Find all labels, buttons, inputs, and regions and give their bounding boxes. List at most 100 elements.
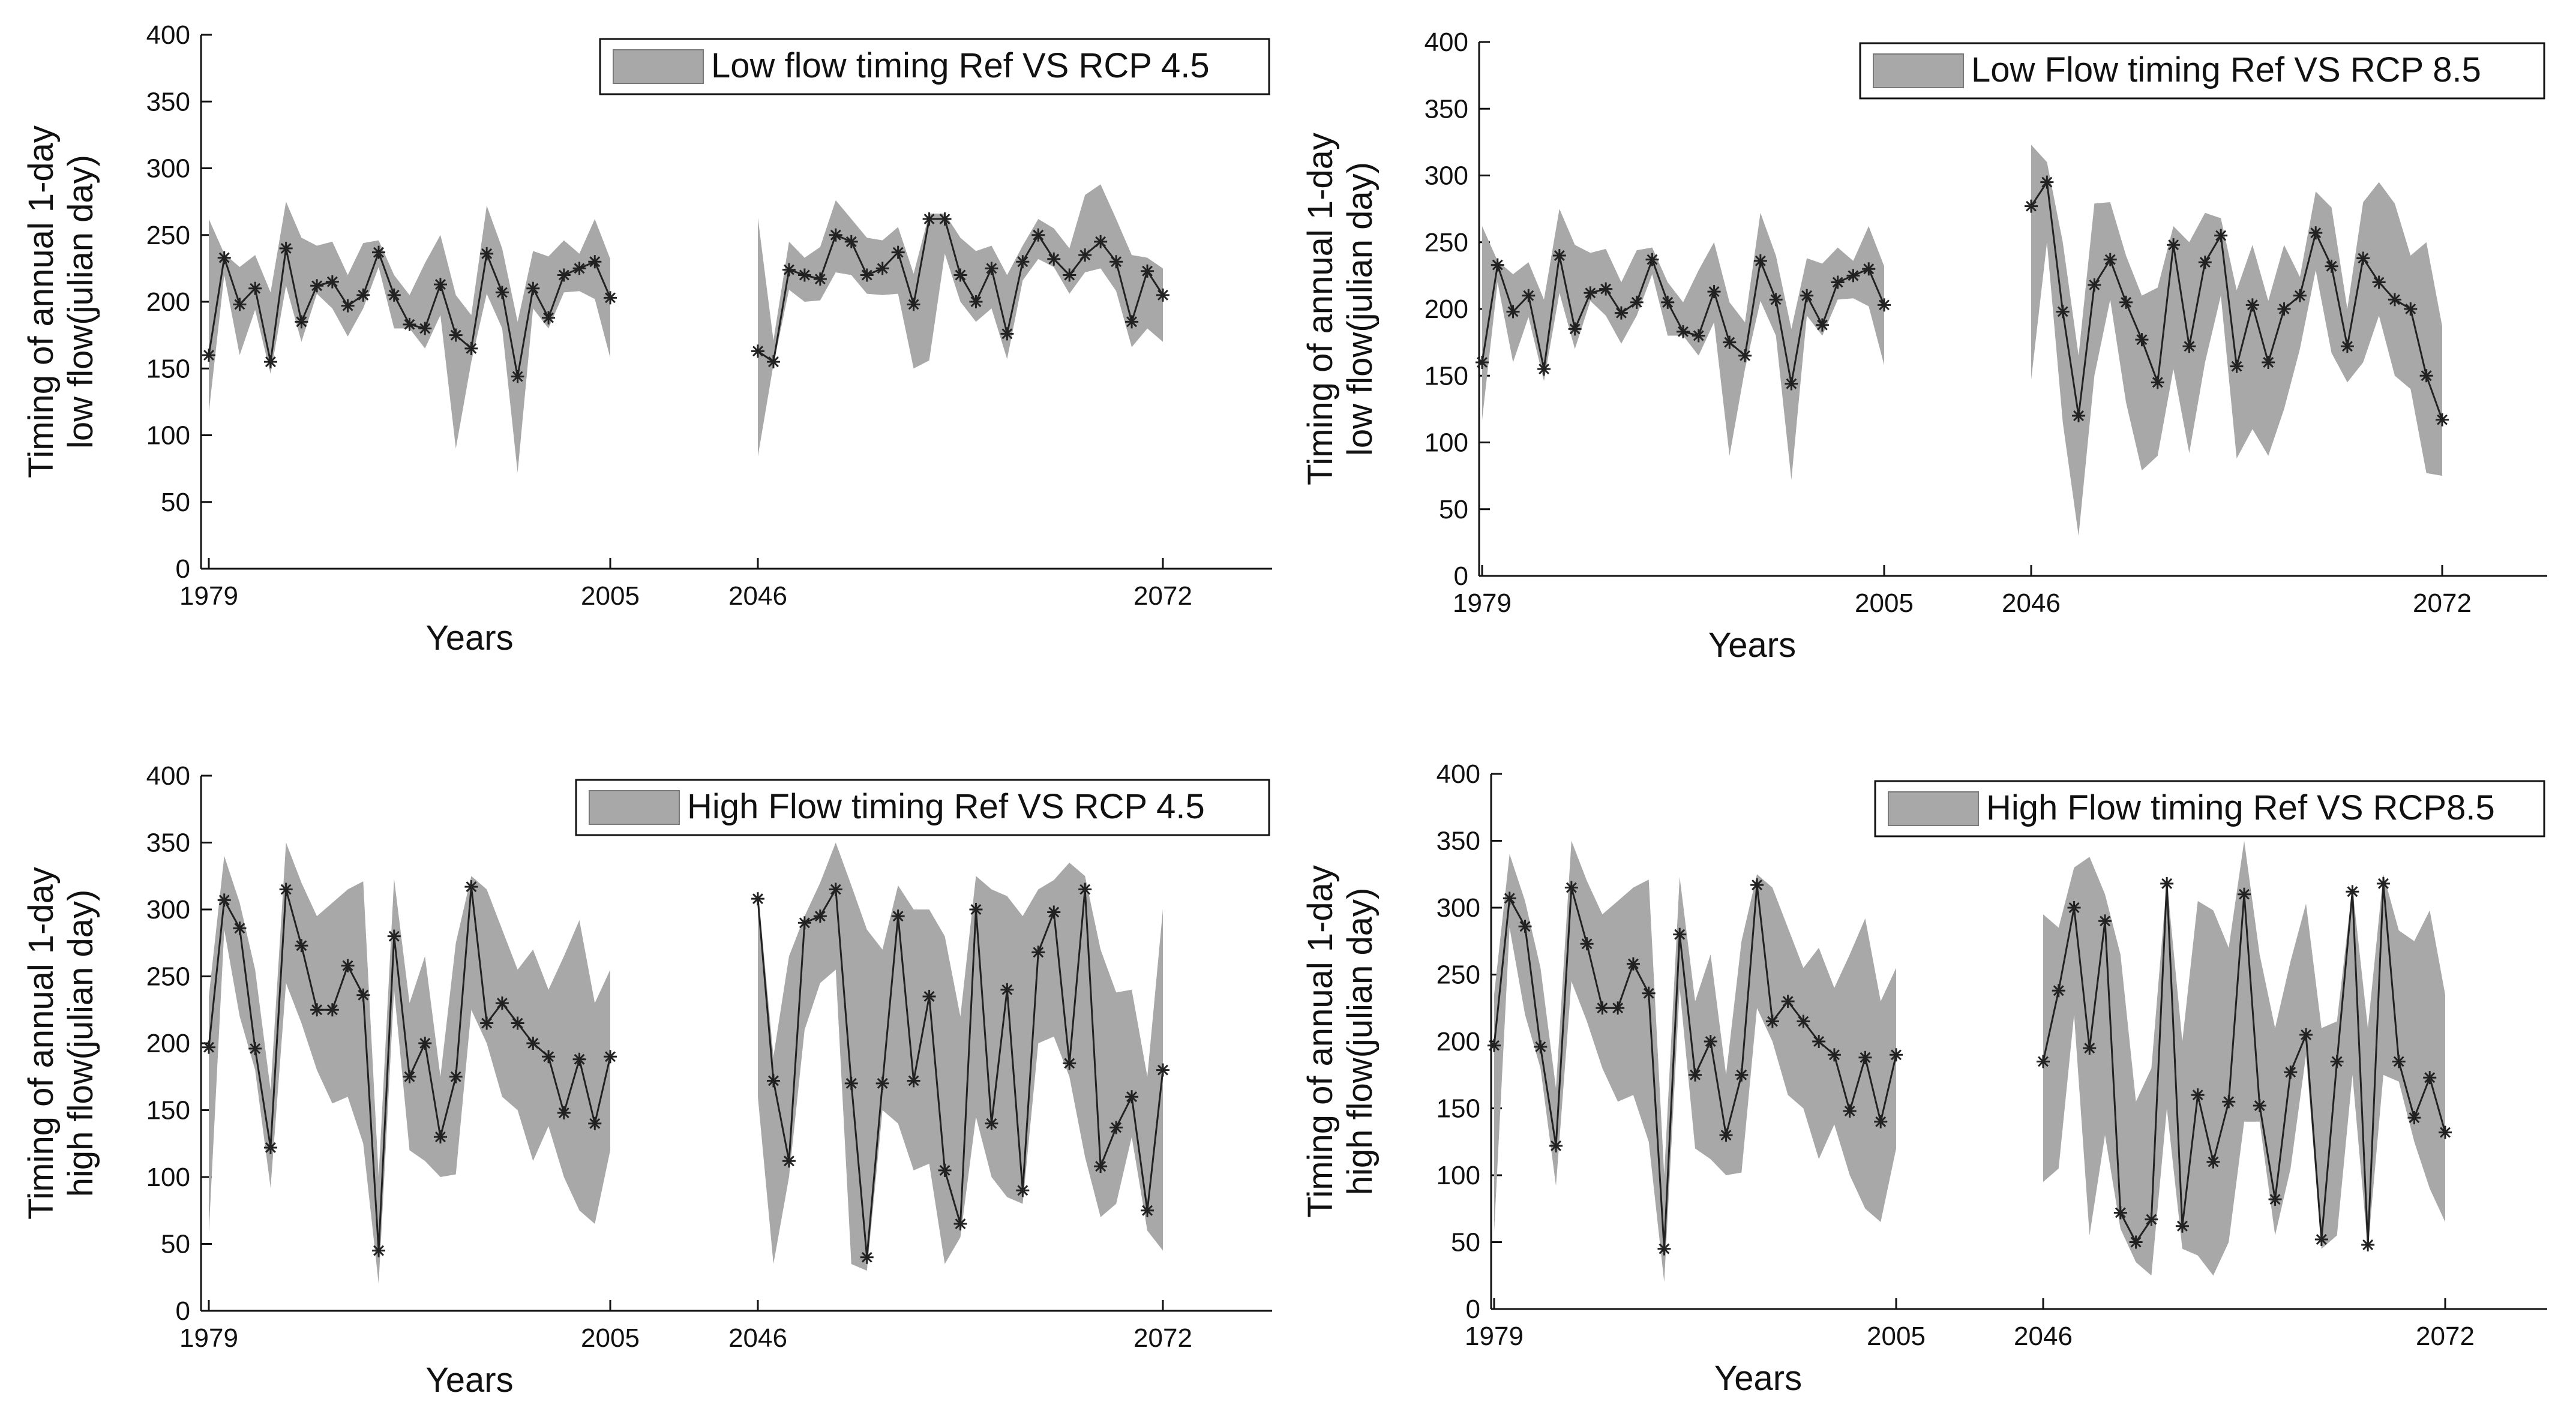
data-point-marker	[2198, 256, 2212, 269]
data-point-marker	[922, 989, 936, 1003]
data-point-marker	[1109, 255, 1123, 269]
data-point-marker	[1078, 882, 1092, 896]
data-point-marker	[1568, 322, 1582, 336]
y-tick-label: 50	[1439, 495, 1468, 524]
legend-label: Low Flow timing Ref VS RCP 8.5	[1971, 50, 2481, 89]
data-point-marker	[953, 268, 967, 282]
uncertainty-band	[758, 184, 1163, 457]
y-axis-label-line: high flow(julian day)	[1341, 888, 1380, 1196]
series-1	[1476, 209, 1891, 480]
data-point-marker	[1518, 920, 1532, 933]
data-point-marker	[829, 882, 842, 896]
legend: Low flow timing Ref VS RCP 4.5	[599, 38, 1270, 95]
data-point-marker	[217, 893, 231, 907]
data-point-marker	[1673, 927, 1687, 941]
data-point-marker	[1738, 349, 1752, 362]
data-point-marker	[2222, 1095, 2236, 1109]
data-point-marker	[1642, 986, 1656, 1000]
data-point-marker	[844, 235, 858, 248]
data-point-marker	[2135, 333, 2149, 347]
data-point-marker	[1552, 249, 1566, 262]
y-axis-label-line: Timing of annual 1-day	[22, 867, 61, 1220]
data-point-marker	[2214, 229, 2228, 242]
data-point-marker	[1094, 1160, 1108, 1173]
y-tick-label: 300	[146, 154, 190, 184]
data-point-marker	[2372, 275, 2386, 289]
data-point-marker	[480, 1016, 494, 1030]
data-point-marker	[1843, 1104, 1857, 1118]
data-point-marker	[1506, 305, 1520, 319]
data-point-marker	[217, 251, 231, 265]
data-point-marker	[953, 1217, 967, 1231]
x-tick-label: 2005	[1855, 589, 1914, 618]
y-tick-label: 250	[146, 221, 190, 250]
data-point-marker	[1156, 1063, 1169, 1077]
data-point-marker	[2404, 302, 2418, 316]
data-point-marker	[860, 268, 874, 282]
data-point-marker	[2330, 1055, 2344, 1068]
data-point-marker	[2025, 199, 2038, 213]
legend-swatch	[613, 49, 704, 84]
data-point-marker	[1063, 1056, 1076, 1070]
data-point-marker	[202, 1040, 215, 1054]
data-point-marker	[464, 880, 478, 894]
chart-panel-3: 0 50 100 150 200 250 300 350 400 1979 2005 2046 2072…	[22, 761, 1272, 1400]
data-point-marker	[985, 262, 998, 275]
y-tick-label: 400	[1437, 759, 1480, 789]
y-tick-label: 0	[176, 554, 190, 584]
data-point-marker	[464, 341, 478, 355]
data-point-marker	[2268, 1193, 2282, 1206]
y-tick-label: 250	[1437, 960, 1480, 990]
x-tick-label: 2072	[1133, 1323, 1192, 1353]
data-point-marker	[2067, 901, 2081, 914]
data-point-marker	[2088, 278, 2101, 292]
data-point-marker	[1031, 228, 1045, 242]
y-tick-label: 300	[1425, 161, 1468, 191]
x-tick-label: 1979	[179, 1323, 238, 1353]
data-point-marker	[248, 281, 262, 295]
chart-panel-2: 0 50 100 150 200 250 300 350 400 1979 2005 2046 2072…	[1301, 28, 2547, 665]
data-point-marker	[1016, 1184, 1030, 1197]
y-tick-label: 200	[146, 1029, 190, 1058]
data-point-marker	[1874, 1115, 1888, 1128]
data-point-marker	[1862, 262, 1876, 276]
data-point-marker	[1704, 1035, 1717, 1048]
y-tick-label: 150	[146, 354, 190, 383]
data-point-marker	[1491, 258, 1504, 272]
data-point-marker	[557, 1106, 571, 1119]
data-point-marker	[1522, 289, 1536, 302]
data-point-marker	[1016, 255, 1030, 269]
data-point-marker	[2314, 1233, 2328, 1247]
data-point-marker	[279, 242, 293, 255]
data-point-marker	[604, 1050, 617, 1064]
data-point-marker	[1537, 362, 1551, 376]
legend-swatch	[589, 790, 680, 825]
data-point-marker	[2191, 1088, 2205, 1102]
data-point-marker	[2388, 293, 2401, 307]
data-point-marker	[844, 1076, 858, 1090]
data-point-marker	[202, 349, 215, 362]
x-tick-label: 1979	[1465, 1322, 1524, 1351]
data-point-marker	[1785, 377, 1798, 391]
data-point-marker	[433, 1130, 447, 1144]
data-point-marker	[2145, 1212, 2158, 1226]
data-point-marker	[766, 1074, 780, 1088]
data-point-marker	[1765, 1014, 1779, 1028]
data-point-marker	[985, 1116, 998, 1130]
y-axis-label-line: high flow(julian day)	[61, 890, 100, 1197]
series-2	[2025, 145, 2449, 536]
data-point-marker	[1047, 905, 1061, 919]
data-point-marker	[1645, 253, 1659, 266]
uncertainty-band	[2031, 145, 2442, 536]
data-point-marker	[1750, 878, 1764, 892]
data-point-marker	[2293, 289, 2307, 302]
y-axis-label: Timing of annual 1-daylow flow(julian da…	[1301, 133, 1380, 485]
data-point-marker	[526, 1037, 540, 1050]
data-point-marker	[891, 909, 905, 923]
series-2	[2037, 840, 2452, 1276]
y-tick-label: 300	[146, 895, 190, 924]
data-point-marker	[1503, 891, 1516, 905]
y-tick-label: 250	[146, 962, 190, 992]
data-point-marker	[310, 1003, 324, 1017]
